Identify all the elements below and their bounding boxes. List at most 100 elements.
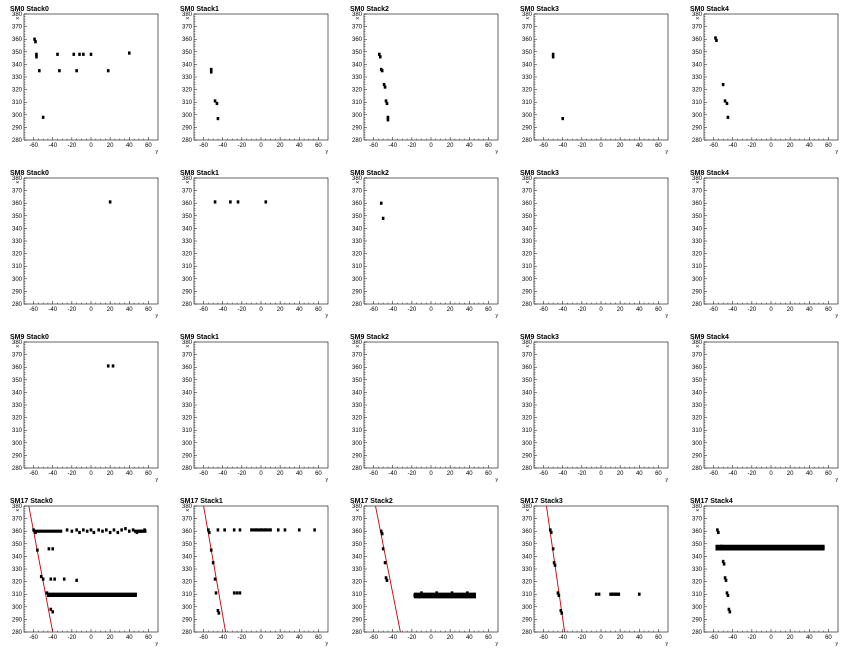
data-point <box>722 562 726 566</box>
x-tick-label: 0 <box>259 471 263 477</box>
x-tick-label: -20 <box>238 471 247 477</box>
x-tick-label: 60 <box>145 307 152 313</box>
data-point <box>379 529 383 533</box>
scatter-plot: 280 290 300 310 320 330 340 350 360 370 380 -60 -40 -… <box>522 340 669 483</box>
y-tick-label: 280 <box>12 138 23 144</box>
y-tick-label: 290 <box>352 453 363 459</box>
x-tick-label: 40 <box>636 635 643 641</box>
y-axis-label: x <box>185 17 191 20</box>
data-point <box>386 118 390 122</box>
data-point <box>254 528 258 532</box>
x-tick-label: 60 <box>485 307 492 313</box>
y-tick-label: 340 <box>12 390 23 396</box>
data-point <box>32 528 35 532</box>
data-point <box>232 591 236 595</box>
data-point <box>209 548 213 552</box>
x-tick-label: 0 <box>89 143 93 149</box>
y-tick-label: 380 <box>352 176 363 182</box>
data-point <box>127 529 131 533</box>
data-point <box>217 611 221 615</box>
y-tick-label: 290 <box>352 617 363 623</box>
y-tick-label: 280 <box>692 138 703 144</box>
data-point <box>75 528 78 532</box>
data-point <box>108 530 112 535</box>
x-tick-label: 0 <box>429 143 433 149</box>
fit-line <box>28 506 54 632</box>
y-tick-label: 320 <box>12 580 23 586</box>
data-point <box>53 577 56 581</box>
chart-panel: SM0 Stack4 280 290 300 310 320 330 340 350 360 370… <box>680 0 850 164</box>
y-tick-label: 360 <box>182 365 193 371</box>
y-tick-label: 280 <box>12 466 23 472</box>
scatter-plot: 280 290 300 310 320 330 340 350 360 370 380 -60 -40 -… <box>692 340 839 483</box>
y-tick-label: 350 <box>522 378 533 384</box>
y-tick-label: 380 <box>182 504 193 510</box>
y-tick-label: 320 <box>12 88 23 94</box>
data-point <box>211 561 215 565</box>
y-tick-label: 320 <box>522 580 533 586</box>
plot-frame <box>533 341 669 469</box>
data-point <box>89 528 93 532</box>
y-tick-label: 340 <box>352 390 363 396</box>
data-point <box>78 530 81 535</box>
chart-panel: SM17 Stack0 280 290 300 310 320 330 340 350 360 37… <box>0 492 170 656</box>
y-axis-label: x <box>525 509 531 512</box>
x-tick-label: -20 <box>408 471 417 477</box>
y-tick-label: 280 <box>522 138 533 144</box>
y-tick-label: 350 <box>352 214 363 220</box>
y-axis-label: x <box>525 17 531 20</box>
y-tick-label: 340 <box>352 226 363 232</box>
y-tick-label: 340 <box>182 390 193 396</box>
y-tick-label: 350 <box>182 50 193 56</box>
y-tick-label: 350 <box>692 214 703 220</box>
y-tick-label: 330 <box>182 75 193 81</box>
y-tick-label: 310 <box>352 264 363 270</box>
y-tick-label: 350 <box>352 378 363 384</box>
x-axis-label: y <box>836 313 839 319</box>
x-tick-label: -60 <box>199 471 208 477</box>
y-tick-label: 380 <box>12 504 23 510</box>
x-tick-label: 0 <box>769 307 773 313</box>
y-tick-label: 300 <box>692 113 703 119</box>
x-axis-label: y <box>496 477 499 483</box>
y-tick-label: 350 <box>12 378 23 384</box>
y-tick-label: 310 <box>12 264 23 270</box>
y-tick-label: 370 <box>352 189 363 195</box>
y-axis-label: x <box>185 509 191 512</box>
y-tick-label: 320 <box>12 416 23 422</box>
x-tick-label: -60 <box>29 471 38 477</box>
y-tick-label: 280 <box>352 466 363 472</box>
x-tick-label: 40 <box>296 143 303 149</box>
chart-panel: SM0 Stack0 280 290 300 310 320 330 340 350 360 370… <box>0 0 170 164</box>
data-point <box>380 69 384 73</box>
scatter-plot: 280 290 300 310 320 330 340 350 360 370 380 -60 -40 -… <box>182 12 329 155</box>
y-tick-label: 340 <box>692 226 703 232</box>
y-tick-label: 300 <box>182 113 193 119</box>
y-tick-label: 370 <box>182 517 193 523</box>
x-tick-label: 60 <box>825 635 832 641</box>
chart-panel: SM0 Stack3 280 290 300 310 320 330 340 350 360 370… <box>510 0 680 164</box>
data-point <box>49 577 53 581</box>
y-tick-label: 360 <box>522 529 533 535</box>
scatter-plot: 280 290 300 310 320 330 340 350 360 370 380 -60 -40 -… <box>352 504 499 647</box>
x-tick-label: -60 <box>539 635 548 641</box>
x-tick-label: 20 <box>107 471 114 477</box>
data-point <box>384 576 388 580</box>
data-point <box>721 82 725 87</box>
y-tick-label: 350 <box>352 50 363 56</box>
x-tick-label: -60 <box>199 635 208 641</box>
data-point <box>413 593 417 598</box>
y-tick-label: 300 <box>352 113 363 119</box>
x-tick-label: -40 <box>218 307 227 313</box>
y-tick-label: 350 <box>182 214 193 220</box>
data-point <box>106 69 110 73</box>
x-tick-label: 0 <box>769 635 773 641</box>
x-tick-label: -40 <box>558 471 567 477</box>
x-tick-label: -60 <box>709 143 718 149</box>
x-tick-label: 40 <box>296 471 303 477</box>
x-tick-label: 20 <box>107 143 114 149</box>
y-tick-label: 290 <box>692 453 703 459</box>
y-tick-label: 330 <box>12 239 23 245</box>
x-tick-label: 40 <box>806 471 813 477</box>
y-tick-label: 280 <box>692 466 703 472</box>
